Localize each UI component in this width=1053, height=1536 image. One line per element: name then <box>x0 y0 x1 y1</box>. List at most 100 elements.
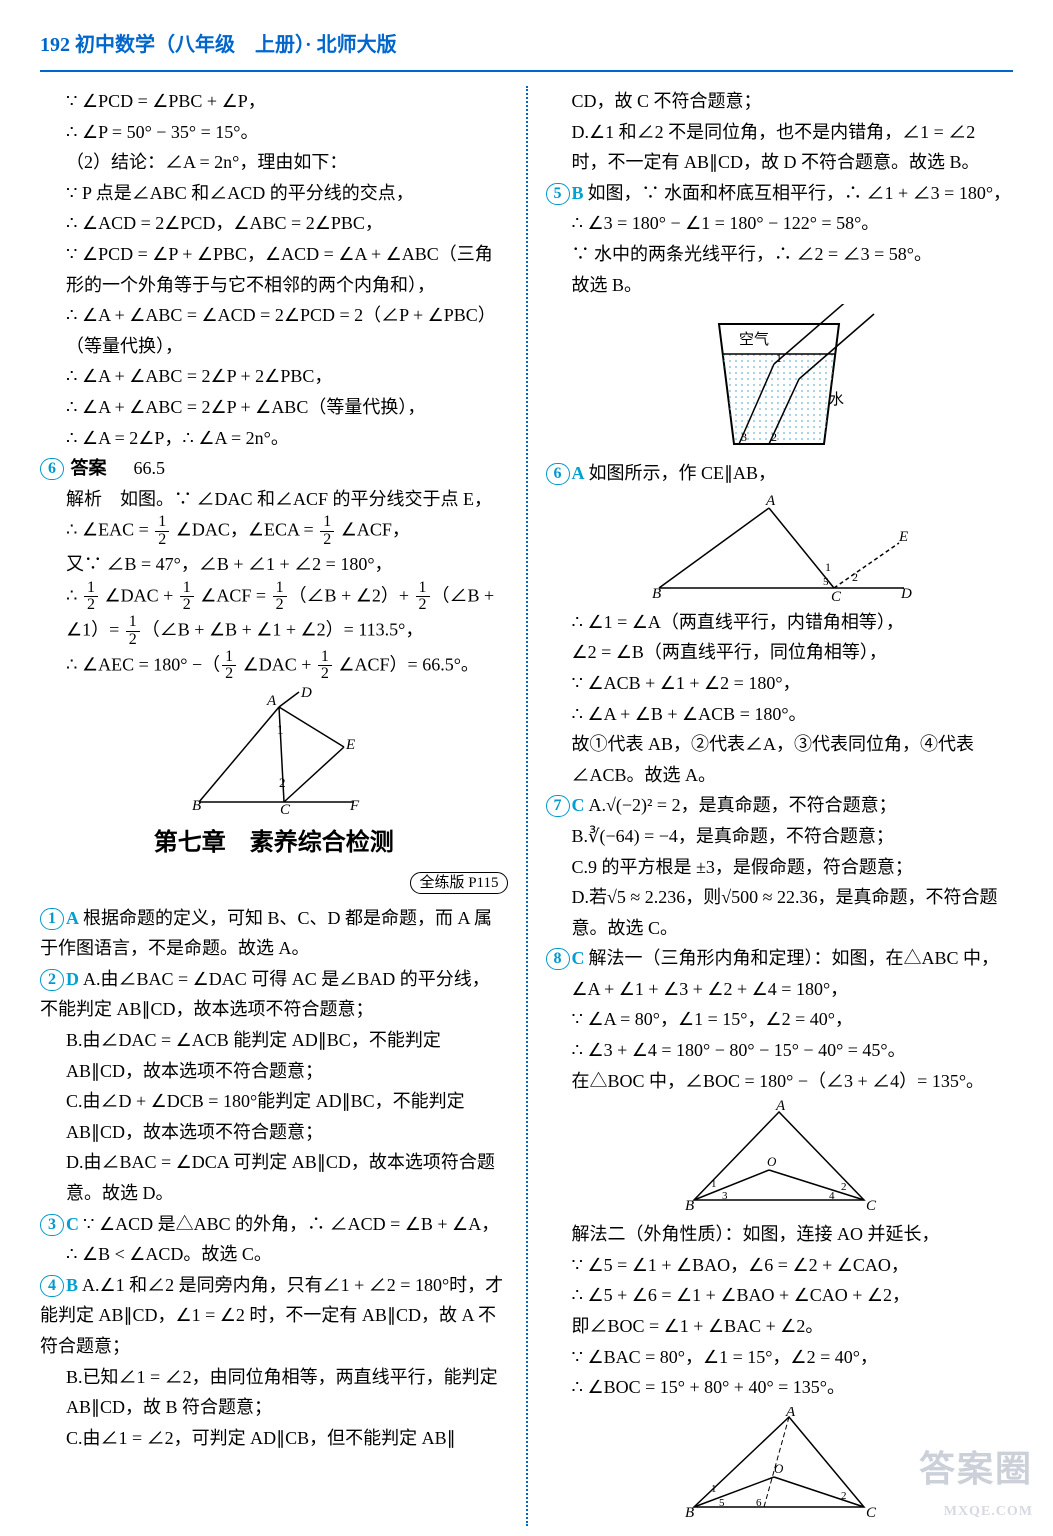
text: ∠ACF）= 66.5°。 <box>334 654 479 674</box>
svg-text:3: 3 <box>741 430 747 444</box>
answer-value <box>111 458 129 478</box>
answer-letter: C <box>572 795 585 815</box>
fraction: 12 <box>318 649 332 684</box>
answer-value: 66.5 <box>134 458 166 478</box>
text-line: B.由∠DAC = ∠ACB 能判定 AD∥BC，不能判定 AB∥CD，故本选项… <box>66 1025 508 1086</box>
text-line: ∠A + ∠1 + ∠3 + ∠2 + ∠4 = 180°， <box>572 974 1014 1005</box>
question-number-badge: 8 <box>546 948 570 970</box>
answer-letter: C <box>572 948 585 968</box>
text-line: ∴ ∠P = 50° − 35° = 15°。 <box>66 117 508 148</box>
svg-text:O: O <box>767 1154 777 1169</box>
reference-pill-row: 全练版 P115 <box>40 866 508 897</box>
svg-text:3: 3 <box>722 1190 728 1202</box>
text-line: ∴ ∠A + ∠B + ∠ACB = 180°。 <box>572 699 1014 730</box>
text-line: ∴ ∠B < ∠ACD。故选 C。 <box>66 1239 508 1270</box>
svg-text:A: A <box>785 1407 796 1420</box>
question-5: 5B如图，∵ 水面和杯底互相平行，∴ ∠1 + ∠3 = 180°， <box>546 178 1014 209</box>
svg-text:1: 1 <box>711 1483 717 1495</box>
text: （∠B + ∠B + ∠1 + ∠2）= 113.5°， <box>142 620 424 640</box>
svg-text:B: B <box>192 798 201 814</box>
text: 如图所示，作 CE∥AB， <box>589 463 777 483</box>
page-header: 192 初中数学（八年级 上册）· 北师大版 <box>40 28 1013 72</box>
section-title: 第七章 素养综合检测 <box>40 823 508 864</box>
svg-text:B: B <box>685 1198 694 1214</box>
svg-text:1: 1 <box>711 1178 717 1190</box>
text-line: ∵ 水中的两条光线平行，∴ ∠2 = ∠3 = 58°。 <box>572 239 1014 270</box>
svg-text:C: C <box>866 1198 877 1214</box>
text: （∠B + ∠2）+ <box>289 585 414 605</box>
question-number-badge: 5 <box>546 183 570 205</box>
svg-text:E: E <box>898 529 908 545</box>
svg-text:1: 1 <box>825 560 831 574</box>
text-line: C.由∠1 = ∠2，可判定 AD∥CB，但不能判定 AB∥ <box>66 1423 508 1454</box>
svg-text:F: F <box>349 798 360 814</box>
question-number-badge: 6 <box>40 458 64 480</box>
text-line: ∵ ∠A = 80°，∠1 = 15°，∠2 = 40°， <box>572 1004 1014 1035</box>
text: ∴ ∠EAC = <box>66 520 153 540</box>
text-line: ∴ ∠A + ∠ABC = ∠ACD = 2∠PCD = 2（∠P + ∠PBC… <box>66 300 508 361</box>
svg-text:E: E <box>345 737 355 753</box>
svg-text:1: 1 <box>776 351 782 365</box>
svg-text:2: 2 <box>852 570 858 584</box>
text: ∠ACF， <box>336 520 410 540</box>
svg-text:6: 6 <box>756 1497 762 1509</box>
text-line: 在△BOC 中，∠BOC = 180° −（∠3 + ∠4）= 135°。 <box>572 1066 1014 1097</box>
text-line: ∴ ∠BOC = 15° + 80° + 40° = 135°。 <box>572 1372 1014 1403</box>
fraction: 12 <box>273 580 287 615</box>
fraction: 12 <box>222 649 236 684</box>
text-line: ∵ ∠ACB + ∠1 + ∠2 = 180°， <box>572 668 1014 699</box>
svg-text:D: D <box>900 586 912 602</box>
svg-text:2: 2 <box>841 1490 847 1502</box>
text-line: ∴ ∠3 + ∠4 = 180° − 80° − 15° − 40° = 45°… <box>572 1035 1014 1066</box>
text-line: ∴ ∠A = 2∠P，∴ ∠A = 2n°。 <box>66 423 508 454</box>
text-line: ∴ ∠A + ∠ABC = 2∠P + ∠ABC（等量代换）， <box>66 392 508 423</box>
text-line: ∴ ∠AEC = 180° −（12 ∠DAC + 12 ∠ACF）= 66.5… <box>66 649 508 684</box>
text-line: D.∠1 和∠2 不是同位角，也不是内错角，∠1 = ∠2 时，不一定有 AB∥… <box>572 117 1014 178</box>
svg-text:2: 2 <box>841 1181 847 1193</box>
svg-text:C: C <box>831 589 842 603</box>
question-number-badge: 4 <box>40 1275 64 1297</box>
answer-letter: D <box>66 969 79 989</box>
text-line: 故选 B。 <box>572 270 1014 301</box>
svg-text:1: 1 <box>277 722 284 737</box>
question-number-badge: 7 <box>546 795 570 817</box>
text-line: D.由∠BAC = ∠DCA 可判定 AB∥CD，故本选项符合题意。故选 D。 <box>66 1147 508 1208</box>
svg-text:A: A <box>266 693 277 709</box>
svg-text:5: 5 <box>719 1497 725 1509</box>
text: 解法一（三角形内角和定理）：如图，在△ABC 中， <box>589 948 1000 968</box>
text: ∠ACF = <box>196 585 271 605</box>
text-line: ∠1）= 12（∠B + ∠B + ∠1 + ∠2）= 113.5°， <box>66 614 508 649</box>
text: （∠B + <box>432 585 495 605</box>
text: ∠1）= <box>66 620 124 640</box>
text: 根据命题的定义，可知 B、C、D 都是命题，而 A 属于作图语言，不是命题。故选… <box>40 908 492 959</box>
answer-letter: C <box>66 1214 79 1234</box>
text: A.由∠BAC = ∠DAC 可得 AC 是∠BAD 的平分线，不能判定 AB∥… <box>40 969 490 1020</box>
text: ∴ <box>66 585 82 605</box>
reference-pill: 全练版 P115 <box>410 872 507 894</box>
text: ∠DAC + <box>100 585 178 605</box>
text: ∠DAC + <box>238 654 316 674</box>
text-line: ∵ ∠BAC = 80°，∠1 = 15°，∠2 = 40°， <box>572 1342 1014 1373</box>
text-line: （2）结论：∠A = 2n°，理由如下： <box>66 147 508 178</box>
text: A.∠1 和∠2 是同旁内角，只有∠1 + ∠2 = 180°时，才能判定 AB… <box>40 1275 503 1356</box>
figure-q6-left: B C F A D E 1 2 <box>184 687 364 817</box>
svg-text:C: C <box>280 802 291 817</box>
column-separator <box>526 86 528 1526</box>
question-3: 3C∵ ∠ACD 是△ABC 的外角，∴ ∠ACD = ∠B + ∠A， <box>40 1209 508 1240</box>
answer-letter: B <box>572 183 584 203</box>
answer-letter: B <box>66 1275 78 1295</box>
svg-text:2: 2 <box>771 430 777 444</box>
fraction: 12 <box>84 580 98 615</box>
question-7: 7CA.√(−2)² = 2，是真命题，不符合题意； <box>546 790 1014 821</box>
fraction: 12 <box>126 614 140 649</box>
question-number-badge: 3 <box>40 1214 64 1236</box>
text-line: ∠2 = ∠B（两直线平行，同位角相等）， <box>572 637 1014 668</box>
figure-q8-a: A B C O 1 3 4 2 <box>669 1100 889 1215</box>
svg-text:C: C <box>866 1505 877 1521</box>
text-line: ∵ ∠PCD = ∠P + ∠PBC，∠ACD = ∠A + ∠ABC（三角形的… <box>66 239 508 300</box>
text-line: ∴ ∠A + ∠ABC = 2∠P + 2∠PBC， <box>66 361 508 392</box>
text: 如图，∵ 水面和杯底互相平行，∴ ∠1 + ∠3 = 180°， <box>588 183 1012 203</box>
text-line: B.已知∠1 = ∠2，由同位角相等，两直线平行，能判定 AB∥CD，故 B 符… <box>66 1362 508 1423</box>
content-columns: ∵ ∠PCD = ∠PBC + ∠P， ∴ ∠P = 50° − 35° = 1… <box>40 86 1013 1526</box>
text-line: ∵ P 点是∠ABC 和∠ACD 的平分线的交点， <box>66 178 508 209</box>
